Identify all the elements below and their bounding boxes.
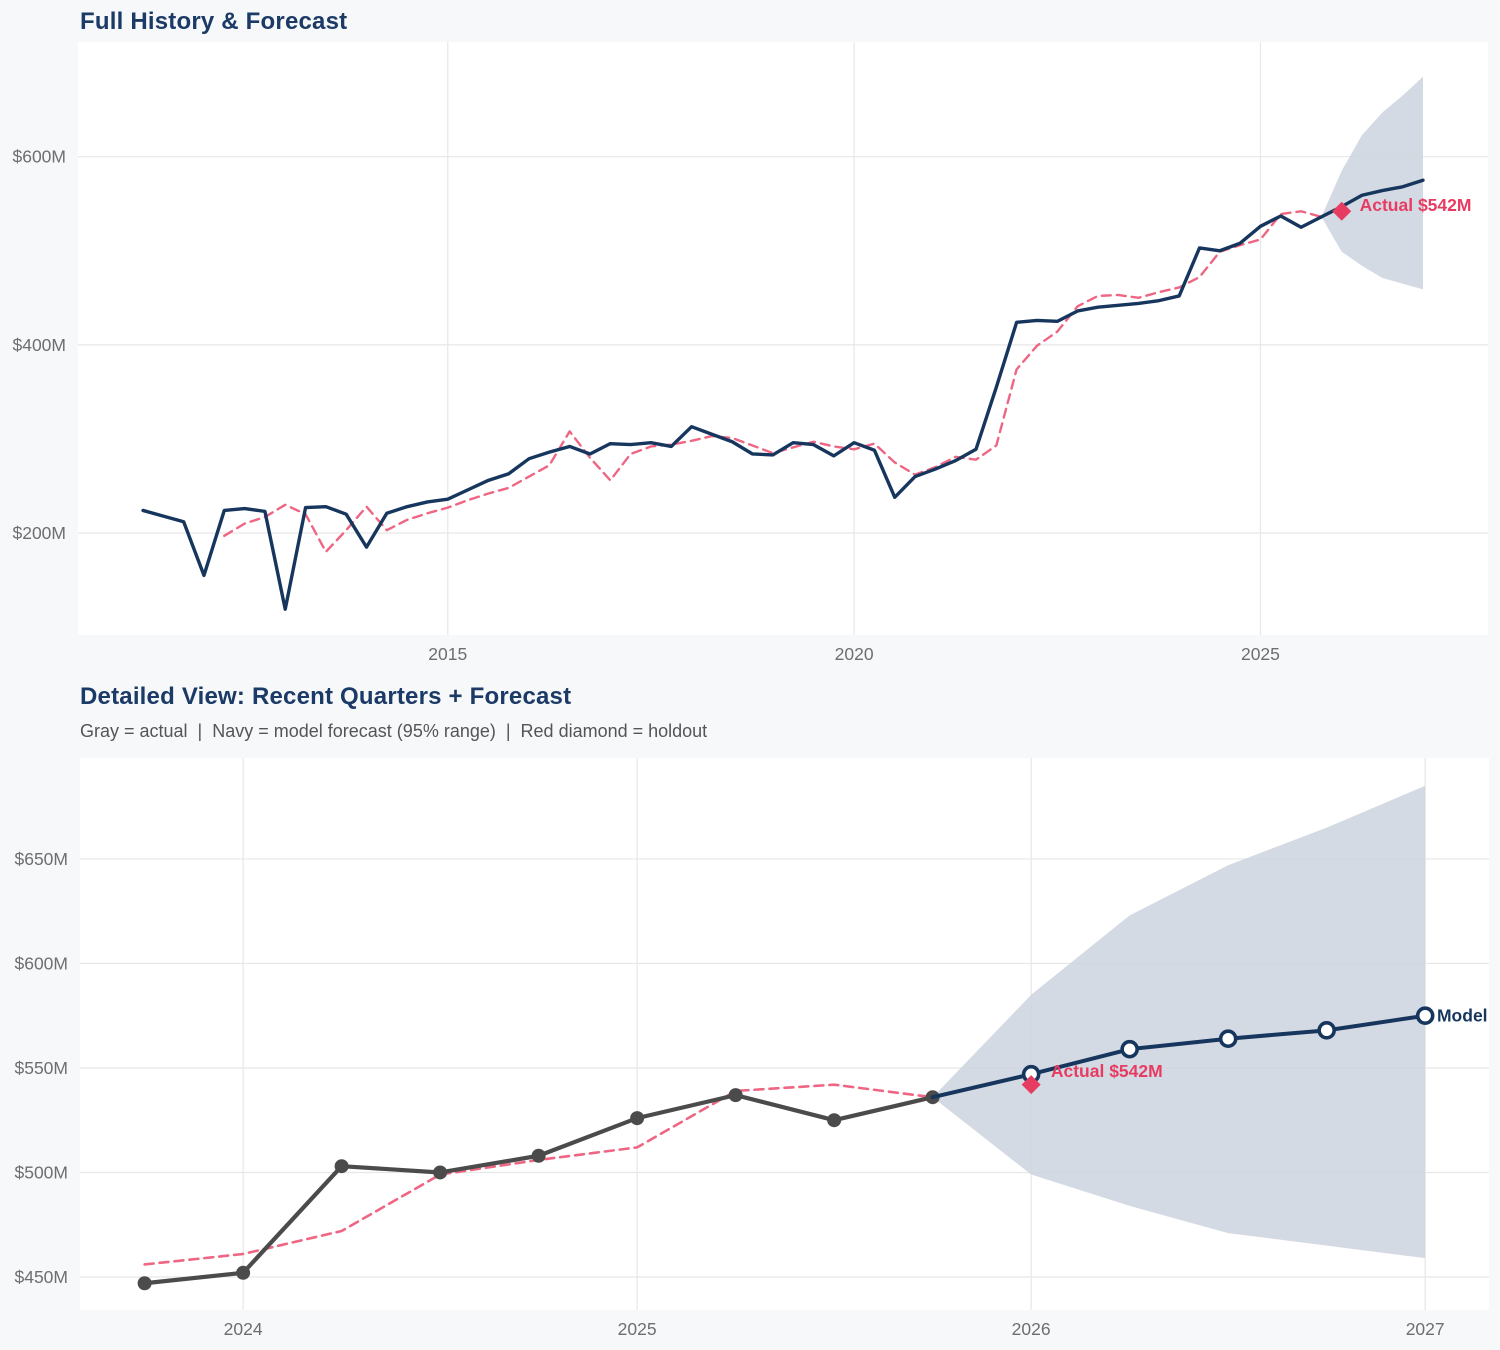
- detailed-view-y-tick-label: $550M: [14, 1058, 68, 1078]
- detailed-view-y-tick-label: $600M: [14, 953, 68, 973]
- full-history-chart-title: Full History & Forecast: [80, 8, 348, 35]
- detailed-view-actual-point-marker: [137, 1276, 152, 1291]
- detailed-view-forecast-line: [930, 1013, 1428, 1100]
- full-history-annotation: Actual $542M: [1360, 195, 1472, 215]
- detailed-view-forecast-point-marker: [1218, 1029, 1238, 1049]
- detailed-view-x-tick-label: 2026: [1012, 1319, 1051, 1339]
- detailed-view-y-tick-label: $500M: [14, 1162, 68, 1182]
- detailed-view-chart-legend-subtitle: Gray = actual | Navy = model forecast (9…: [80, 721, 708, 741]
- detailed-view-y-tick-label: $450M: [14, 1267, 68, 1287]
- detailed-view-actual-point-marker: [827, 1113, 842, 1128]
- full-history-chart: $200M $400M $600M 2015 2020 2025 Actual $542M: [12, 42, 1488, 664]
- detailed-view-actual-point-marker: [236, 1265, 251, 1280]
- detailed-view-confidence-band: [932, 785, 1426, 1259]
- full-history-x-tick-label: 2015: [428, 644, 467, 664]
- detailed-view-annotation: Actual $542M: [1051, 1061, 1163, 1081]
- full-history-y-tick-label: $200M: [12, 523, 66, 543]
- detailed-view-forecast-point-marker: [1317, 1021, 1336, 1040]
- full-history-fitted-line: [223, 210, 1323, 554]
- detailed-view-forecast-point-marker: [1415, 1006, 1435, 1026]
- detailed-view-y-tick-label: $650M: [14, 849, 68, 869]
- full-history-holdout-diamond: [1332, 201, 1352, 221]
- detailed-view-chart: $450M $500M $550M $600M $650M 2024 2025 2026 202…: [14, 758, 1489, 1339]
- detailed-view-x-tick-label: 2025: [618, 1319, 657, 1339]
- detailed-view-actual-point-marker: [531, 1148, 546, 1163]
- detailed-view-actual-point-marker: [433, 1165, 448, 1180]
- full-history-y-tick-label: $400M: [12, 335, 66, 355]
- full-history-confidence-band: [1321, 76, 1423, 290]
- full-history-x-tick-label: 2025: [1241, 644, 1280, 664]
- detailed-view-annotation: Model: [1437, 1006, 1488, 1026]
- detailed-view-x-tick-label: 2027: [1406, 1319, 1445, 1339]
- detailed-view-actual-point-marker: [630, 1111, 645, 1126]
- detailed-view-forecast-point-marker: [1120, 1039, 1139, 1059]
- full-history-x-tick-label: 2020: [835, 644, 874, 664]
- detailed-view-actual-point-marker: [728, 1088, 743, 1103]
- detailed-view-x-tick-label: 2024: [224, 1319, 263, 1339]
- detailed-view-holdout-diamond: [1021, 1075, 1041, 1095]
- full-history-plot-area: [78, 42, 1488, 635]
- full-history-actual-line: [141, 214, 1324, 611]
- detailed-view-chart-title: Detailed View: Recent Quarters + Forecas…: [80, 683, 572, 710]
- detailed-view-actual-point-marker: [334, 1159, 349, 1174]
- full-history-y-tick-label: $600M: [12, 147, 66, 167]
